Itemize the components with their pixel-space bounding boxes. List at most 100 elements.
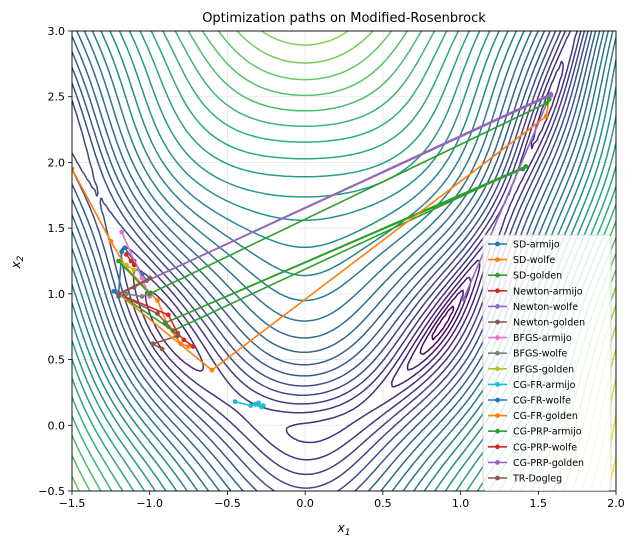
series-point: [190, 344, 196, 349]
series-path: [116, 96, 552, 297]
y-axis-label-sub: 2: [16, 255, 26, 261]
legend-swatch-marker: [495, 272, 500, 278]
y-tick-label: 0.0: [48, 419, 66, 432]
contour-line: [390, 259, 481, 388]
contour-line: [72, 31, 589, 491]
x-tick-label: 0.5: [374, 497, 392, 510]
legend-label: SD-golden: [513, 271, 562, 282]
legend-label: Newton-golden: [513, 318, 585, 329]
y-axis-label: x2: [9, 255, 26, 269]
series-point: [260, 403, 266, 408]
legend-label: CG-PRP-armijo: [513, 427, 582, 438]
x-tick-label: −1.0: [136, 497, 163, 510]
contour-line: [132, 31, 578, 461]
legend-item: TR-Dogleg: [488, 474, 562, 485]
y-axis-label-base: x: [9, 260, 23, 269]
x-tick-label: 0.0: [296, 497, 314, 510]
legend-label: SD-wolfe: [513, 255, 555, 266]
legend-item: CG-FR-armijo: [488, 380, 576, 391]
legend-item: CG-PRP-armijo: [488, 427, 582, 438]
series-point: [543, 100, 549, 106]
y-tick-label: 1.5: [48, 222, 66, 235]
contour-line: [72, 31, 601, 491]
y-tick-label: 2.0: [48, 156, 66, 169]
x-axis-label-base: x: [337, 521, 346, 535]
x-axis-label: x1: [337, 521, 351, 538]
contour-line: [431, 305, 455, 341]
y-tick-label: 0.5: [48, 354, 66, 367]
legend-swatch-marker: [495, 397, 500, 403]
legend-box: [482, 234, 612, 492]
legend-swatch-marker: [495, 444, 500, 450]
x-tick-label: −0.5: [214, 497, 241, 510]
legend-item: SD-wolfe: [488, 255, 555, 266]
legend-label: CG-PRP-golden: [513, 458, 584, 469]
x-tick-label: 1.5: [530, 497, 548, 510]
series-point: [546, 96, 552, 102]
x-tick-label: −1.5: [59, 497, 86, 510]
series-path: [116, 275, 153, 297]
contour-line: [120, 31, 582, 476]
series-point: [122, 245, 128, 251]
series-point: [116, 291, 122, 297]
series-point: [124, 262, 129, 268]
legend-item: Newton-armijo: [488, 286, 583, 297]
y-tick-label: −0.5: [38, 485, 65, 498]
y-tick-label: 1.0: [48, 288, 66, 301]
legend-item: BFGS-golden: [488, 364, 574, 375]
x-tick-label: 2.0: [607, 497, 625, 510]
legend-label: CG-PRP-wolfe: [513, 442, 577, 453]
contour-line: [419, 289, 464, 356]
legend-swatch-marker: [495, 350, 500, 356]
contour-line: [144, 60, 564, 444]
series-point: [253, 401, 258, 407]
series-point: [139, 294, 145, 299]
legend-item: BFGS-armijo: [488, 333, 572, 344]
plot-frame: [71, 30, 617, 492]
series-point: [543, 114, 549, 119]
contour-line: [72, 31, 586, 489]
legend-item: CG-FR-golden: [488, 411, 578, 422]
paths-layer: [72, 91, 554, 410]
legend-swatch-marker: [495, 460, 500, 465]
legend-item: CG-PRP-golden: [488, 458, 584, 469]
series-point: [139, 275, 145, 281]
series-point: [147, 291, 153, 297]
legend: SD-armijo SD-wolfe SD-golden Newton-armijo N…: [482, 234, 612, 492]
legend-label: TR-Dogleg: [512, 474, 562, 485]
series-point: [119, 229, 125, 235]
legend-swatch-marker: [495, 382, 500, 387]
chart-title: Optimization paths on Modified-Rosenbroc…: [202, 11, 486, 26]
legend-item: Newton-golden: [488, 318, 585, 329]
legend-label: BFGS-wolfe: [513, 349, 567, 360]
series-point: [186, 344, 191, 349]
y-tick-label: 3.0: [48, 25, 66, 38]
legend-label: CG-FR-golden: [513, 411, 578, 422]
series-point: [165, 312, 171, 318]
series-point: [232, 399, 238, 405]
legend-swatch-marker: [495, 413, 500, 418]
series-point: [124, 252, 129, 257]
legend-label: BFGS-golden: [513, 364, 574, 375]
series-point: [131, 284, 137, 290]
legend-item: CG-FR-wolfe: [488, 396, 571, 407]
series-point: [128, 258, 134, 264]
legend-label: CG-FR-wolfe: [513, 396, 571, 407]
series-line: [118, 94, 552, 295]
series-path: [124, 252, 137, 268]
series-line: [118, 99, 550, 372]
series-point: [175, 333, 181, 339]
legend-item: Newton-wolfe: [488, 302, 578, 313]
series-point: [461, 296, 467, 302]
x-axis-label-sub: 1: [345, 528, 351, 538]
legend-swatch-marker: [495, 428, 500, 434]
series-point: [181, 337, 187, 343]
series-point: [72, 166, 75, 172]
series-point: [248, 403, 254, 408]
series-point: [159, 346, 165, 352]
series-point: [131, 267, 137, 273]
legend-item: CG-PRP-wolfe: [488, 442, 577, 453]
series-point: [155, 311, 160, 316]
series-path: [232, 399, 266, 410]
